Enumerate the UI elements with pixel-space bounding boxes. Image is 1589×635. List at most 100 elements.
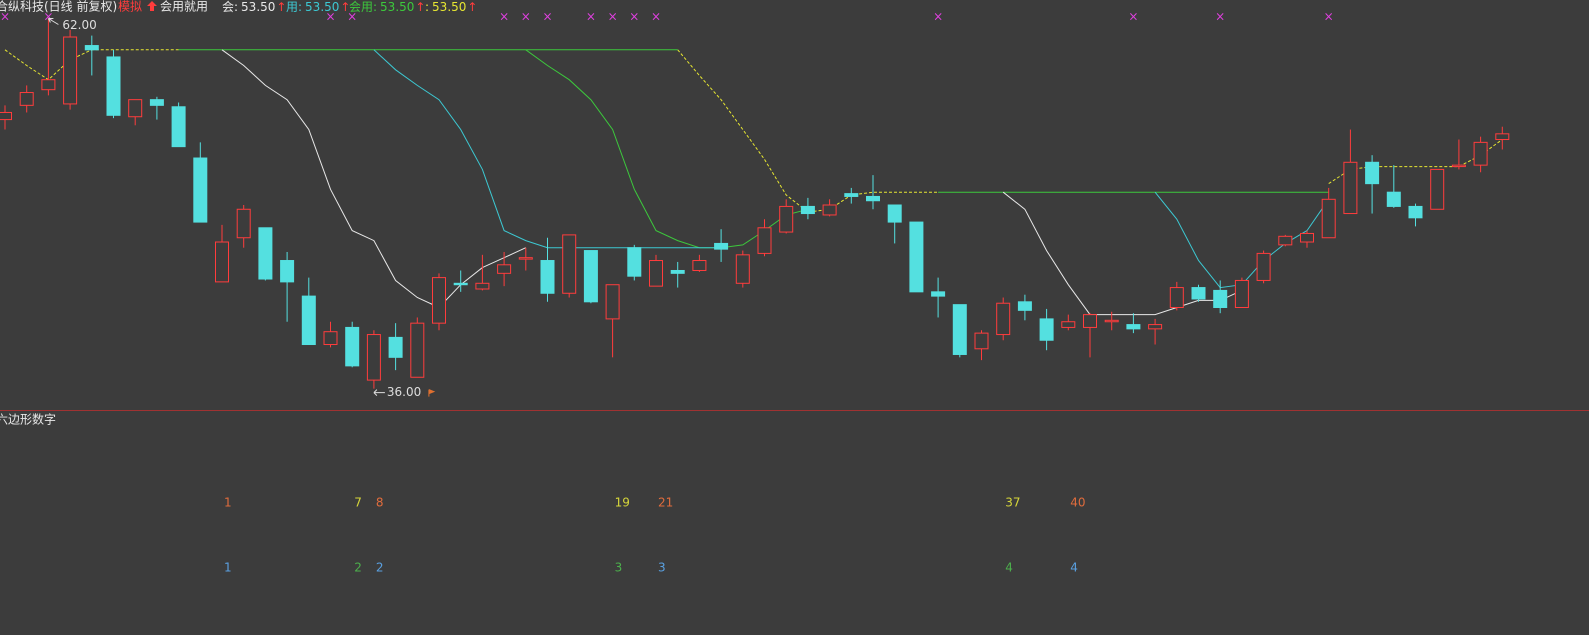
candle-body bbox=[1451, 164, 1466, 168]
candle-body bbox=[735, 254, 750, 284]
candle-body bbox=[1365, 161, 1380, 185]
candle-body bbox=[757, 227, 772, 254]
max-label: 62.00 bbox=[62, 18, 96, 32]
indicator: 会: 53.50↑ bbox=[222, 0, 286, 14]
hexagon-number: 2 bbox=[376, 561, 384, 575]
candle-body bbox=[1104, 319, 1119, 323]
candle-body bbox=[518, 257, 533, 260]
candle-body bbox=[453, 282, 468, 286]
candle-body bbox=[1256, 252, 1271, 281]
candle-body bbox=[236, 208, 251, 239]
hexagon-number: 8 bbox=[376, 496, 384, 510]
indicator-arrow: ↑ bbox=[276, 0, 286, 14]
min-arrow bbox=[373, 389, 385, 396]
signal-mark: × bbox=[1128, 10, 1138, 24]
candle-body bbox=[41, 79, 56, 91]
candle-body bbox=[193, 157, 208, 223]
min-flag bbox=[428, 389, 436, 397]
candle-body bbox=[106, 56, 121, 116]
hexagon-number: 37 bbox=[1005, 496, 1020, 510]
candle-body bbox=[844, 193, 859, 197]
candle-body bbox=[171, 106, 186, 148]
candle-body bbox=[280, 260, 295, 283]
hexagon-number: 7 bbox=[354, 496, 362, 510]
candle-body bbox=[1234, 279, 1249, 308]
candle-body bbox=[1495, 133, 1510, 141]
signal-mark: × bbox=[629, 10, 639, 24]
candle-body bbox=[63, 36, 78, 105]
candle-body bbox=[583, 250, 598, 303]
indicator-arrow: ↑ bbox=[415, 0, 425, 14]
signal-mark: × bbox=[542, 10, 552, 24]
indicator-line bbox=[221, 49, 1243, 316]
indicator-arrow: ↑ bbox=[467, 0, 477, 14]
indicator-arrow: ↑ bbox=[340, 0, 350, 14]
hexagon-number: 21 bbox=[658, 496, 673, 510]
candle-body bbox=[149, 99, 164, 106]
candle-body bbox=[605, 284, 620, 320]
candle-body bbox=[1321, 198, 1336, 239]
signal-mark: × bbox=[521, 10, 531, 24]
panel2-title: 六边形数字 bbox=[0, 412, 56, 427]
candle-body bbox=[301, 295, 316, 346]
candle-body bbox=[952, 304, 967, 355]
signal-mark: × bbox=[608, 10, 618, 24]
candle-body bbox=[1039, 318, 1054, 341]
chart-title: 合纵科技(日线 前复权) bbox=[0, 0, 117, 14]
candle-body bbox=[692, 260, 707, 271]
indicator-value: 53.50 bbox=[305, 0, 339, 14]
candle-body bbox=[1473, 141, 1488, 166]
mode-label: 模拟 bbox=[118, 0, 142, 14]
indicator-label: 会用: bbox=[349, 0, 377, 14]
candle-body bbox=[345, 326, 360, 367]
indicator: 会用: 53.50↑ bbox=[349, 0, 425, 14]
hexagon-number: 4 bbox=[1005, 561, 1013, 575]
signal-mark: × bbox=[0, 10, 10, 24]
indicator-label: 会: bbox=[222, 0, 238, 14]
candle-body bbox=[432, 277, 446, 324]
hexagon-number: 3 bbox=[615, 561, 623, 575]
candle-body bbox=[931, 291, 946, 297]
indicator-value: 53.50 bbox=[432, 0, 466, 14]
candle-body bbox=[128, 99, 143, 118]
candle-body bbox=[887, 204, 902, 223]
candle-body bbox=[215, 241, 229, 283]
candle-body bbox=[1191, 287, 1206, 300]
candle-body bbox=[1061, 321, 1076, 328]
hexagon-number: 2 bbox=[354, 561, 362, 575]
candle-body bbox=[974, 332, 989, 350]
candle-body bbox=[909, 221, 924, 293]
signal-mark: × bbox=[325, 10, 335, 24]
signal-mark: × bbox=[1324, 10, 1334, 24]
indicator-label: 用: bbox=[286, 0, 302, 14]
signal-mark: × bbox=[1215, 10, 1225, 24]
candle-body bbox=[84, 45, 99, 51]
candle-body bbox=[1017, 301, 1032, 311]
hexagon-number: 3 bbox=[658, 561, 666, 575]
candle-body bbox=[323, 331, 338, 346]
candle-body bbox=[1386, 191, 1401, 207]
candle-body bbox=[0, 111, 12, 121]
indicator-label: : bbox=[425, 0, 429, 14]
hexagon-number: 4 bbox=[1070, 561, 1078, 575]
indicator: 用: 53.50↑ bbox=[286, 0, 350, 14]
signal-mark: × bbox=[586, 10, 596, 24]
min-label: 36.00 bbox=[387, 385, 421, 399]
candle-body bbox=[1083, 314, 1097, 328]
hexagon-number: 1 bbox=[224, 561, 232, 575]
candle-body bbox=[1213, 289, 1228, 308]
candle-body bbox=[800, 205, 815, 215]
signal-mark: × bbox=[651, 10, 661, 24]
strategy-label: 会用就用 bbox=[160, 0, 208, 14]
signal-mark: × bbox=[347, 10, 357, 24]
candle-body bbox=[996, 302, 1011, 336]
candle-body bbox=[388, 336, 403, 358]
indicator-value: 53.50 bbox=[380, 0, 414, 14]
candle-body bbox=[1169, 287, 1184, 309]
candle-body bbox=[627, 247, 642, 277]
candle-body bbox=[19, 92, 34, 106]
candle-body bbox=[822, 204, 837, 216]
